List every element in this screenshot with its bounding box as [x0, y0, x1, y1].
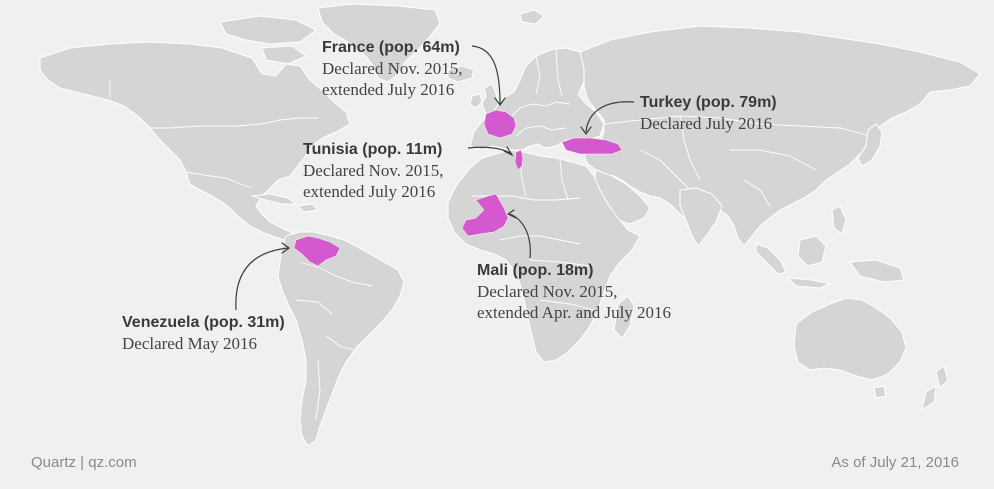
venezuela-name: Venezuela (pop. 31m): [122, 314, 285, 331]
venezuela-arrow: [235, 247, 289, 311]
new-guinea: [849, 259, 905, 283]
india: [679, 187, 723, 247]
greenland: [317, 3, 441, 83]
turkey-label: Turkey (pop. 79m) Declared July 2016: [640, 92, 777, 134]
hispaniola: [296, 203, 320, 213]
venezuela-arrowhead: [281, 242, 291, 254]
tunisia-shape: [514, 149, 524, 171]
sumatra: [755, 243, 787, 275]
mali-detail-2: extended Apr. and July 2016: [477, 303, 672, 322]
venezuela-shape: [293, 235, 341, 267]
java: [786, 277, 832, 289]
source-credit: Quartz | qz.com: [31, 454, 137, 471]
mali-name: Mali (pop. 18m): [477, 262, 594, 279]
france-arrowhead: [494, 97, 506, 107]
france-arrow: [471, 45, 501, 105]
mali-shape: [461, 193, 509, 237]
mali-label: Mali (pop. 18m) Declared Nov. 2015, exte…: [477, 260, 671, 323]
as-of-date: As of July 21, 2016: [831, 454, 959, 471]
japan: [857, 123, 883, 167]
mali-detail-1: Declared Nov. 2015,: [477, 282, 618, 301]
france-detail-1: Declared Nov. 2015,: [322, 59, 463, 78]
mali-arrowhead: [506, 209, 517, 219]
france-detail-2: extended July 2016: [322, 80, 455, 99]
cuba: [251, 193, 298, 205]
arctic-islands-2: [261, 45, 308, 65]
tunisia-detail-1: Declared Nov. 2015,: [303, 161, 444, 180]
arctic-islands: [219, 15, 317, 45]
madagascar: [613, 295, 635, 339]
australia: [793, 297, 907, 381]
philippines: [831, 205, 847, 235]
tasmania: [873, 385, 887, 399]
new-zealand: [935, 365, 949, 389]
svalbard: [519, 9, 545, 25]
turkey-shape: [561, 137, 623, 155]
mali-arrow: [509, 213, 531, 259]
turkey-detail-1: Declared July 2016: [640, 114, 773, 133]
south-america: [277, 231, 405, 447]
tunisia-arrowhead: [503, 146, 514, 157]
ireland: [469, 93, 483, 109]
iceland: [447, 65, 475, 83]
new-zealand-south: [921, 385, 937, 412]
venezuela-label: Venezuela (pop. 31m) Declared May 2016: [122, 312, 285, 354]
venezuela-detail-1: Declared May 2016: [122, 334, 258, 353]
borneo: [797, 235, 827, 267]
france-label: France (pop. 64m) Declared Nov. 2015, ex…: [322, 37, 463, 100]
france-shape: [483, 109, 517, 139]
tunisia-arrow: [467, 146, 513, 155]
turkey-arrow: [585, 101, 635, 133]
tunisia-label: Tunisia (pop. 11m) Declared Nov. 2015, e…: [303, 139, 444, 202]
france-name: France (pop. 64m): [322, 39, 460, 56]
turkey-name: Turkey (pop. 79m): [640, 94, 777, 111]
tunisia-name: Tunisia (pop. 11m): [303, 141, 443, 158]
tunisia-detail-2: extended July 2016: [303, 182, 436, 201]
turkey-arrowhead: [580, 126, 592, 136]
